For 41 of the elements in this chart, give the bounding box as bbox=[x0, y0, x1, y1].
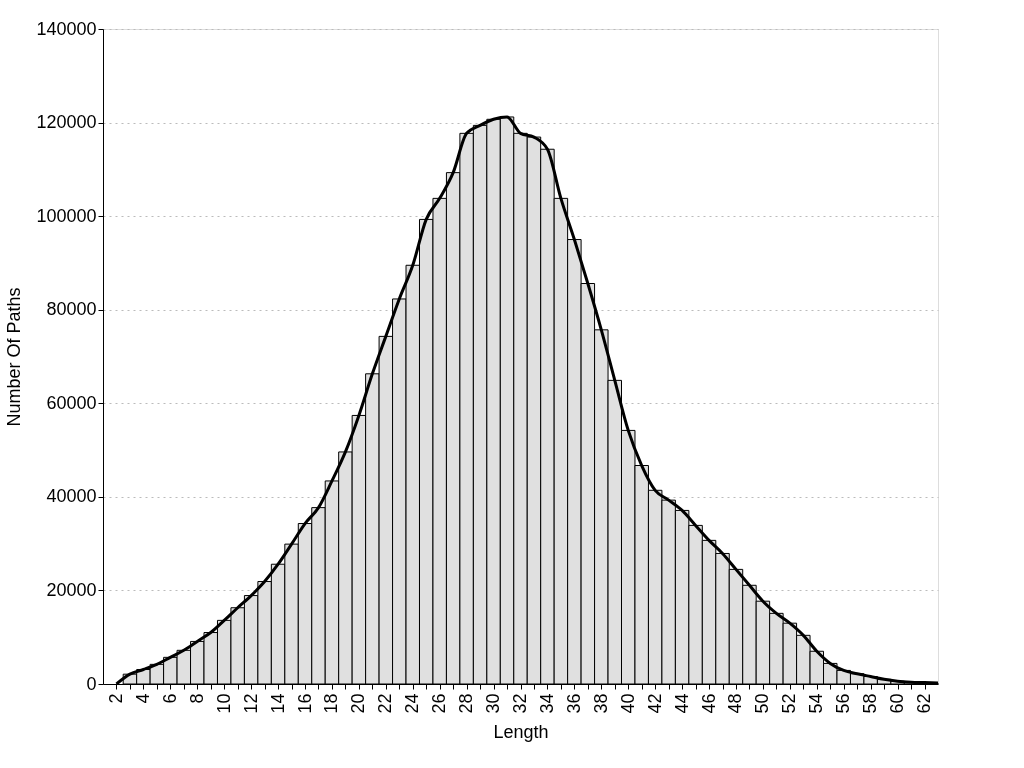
y-tick-label: 40000 bbox=[46, 486, 97, 507]
x-tick-label: 20 bbox=[348, 693, 369, 714]
x-tick-label: 56 bbox=[833, 693, 854, 714]
x-tick-label: 38 bbox=[590, 693, 611, 714]
x-tick-label: 62 bbox=[914, 693, 935, 714]
x-tick-label: 22 bbox=[375, 693, 396, 714]
x-tick-label: 48 bbox=[725, 693, 746, 714]
x-tick-label: 52 bbox=[779, 693, 800, 714]
x-tick-label: 6 bbox=[159, 693, 180, 704]
y-tick-label: 80000 bbox=[46, 299, 97, 320]
x-tick-label: 2 bbox=[105, 693, 126, 704]
x-tick-label: 34 bbox=[536, 693, 557, 714]
y-tick-label: 20000 bbox=[46, 579, 97, 600]
y-tick-label: 0 bbox=[86, 673, 97, 694]
y-tick-label: 60000 bbox=[46, 392, 97, 413]
x-tick-label: 50 bbox=[752, 693, 773, 714]
x-tick-label: 28 bbox=[456, 693, 477, 714]
x-tick-label: 10 bbox=[213, 693, 234, 714]
x-tick-label: 36 bbox=[563, 693, 584, 714]
x-tick-label: 30 bbox=[483, 693, 504, 714]
x-tick-label: 18 bbox=[321, 693, 342, 714]
x-tick-label: 40 bbox=[617, 693, 638, 714]
y-tick-label: 100000 bbox=[36, 205, 97, 226]
x-tick-label: 32 bbox=[510, 693, 530, 714]
y-tick-label: 140000 bbox=[36, 18, 97, 39]
x-axis-title: Length bbox=[493, 721, 549, 742]
x-tick-label: 14 bbox=[267, 693, 288, 714]
x-tick-label: 8 bbox=[186, 693, 207, 704]
x-tick-label: 42 bbox=[644, 693, 665, 714]
x-tick-label: 12 bbox=[240, 693, 261, 714]
x-tick-label: 46 bbox=[698, 693, 719, 714]
x-tick-label: 44 bbox=[671, 693, 692, 714]
x-tick-label: 60 bbox=[887, 693, 908, 714]
x-tick-label: 16 bbox=[294, 693, 315, 714]
y-tick-label: 120000 bbox=[36, 112, 97, 133]
x-tick-label: 58 bbox=[860, 693, 881, 714]
x-tick-label: 26 bbox=[429, 693, 450, 714]
x-tick-label: 54 bbox=[806, 693, 827, 714]
x-tick-label: 4 bbox=[132, 693, 153, 704]
y-axis-title: Number Of Paths bbox=[4, 287, 25, 427]
x-tick-label: 24 bbox=[402, 693, 423, 714]
